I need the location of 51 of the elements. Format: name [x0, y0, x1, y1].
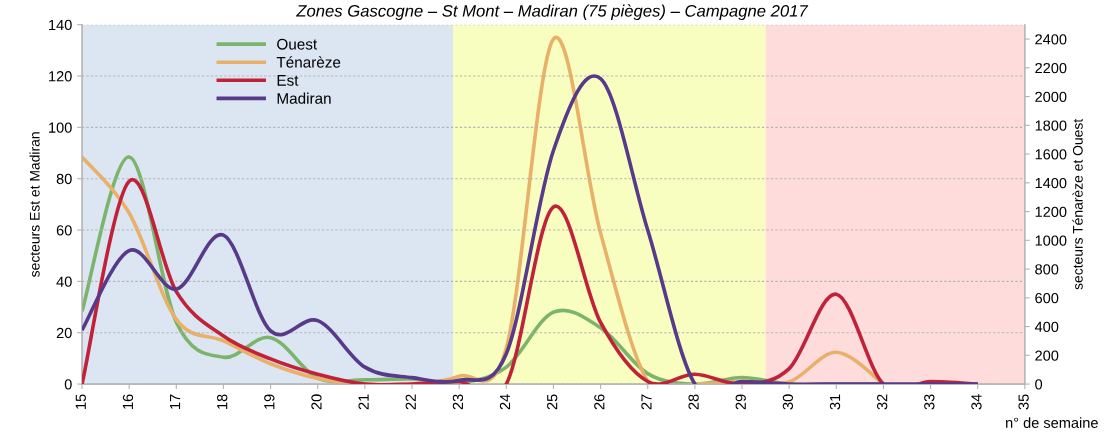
line-series: [82, 76, 980, 385]
legend-label: Ténarèze: [276, 56, 341, 68]
y2-tick-label: 0: [1035, 379, 1043, 390]
y2-tick-label: 2200: [1035, 62, 1067, 74]
y2-tick-label: 600: [1035, 292, 1059, 304]
x-tick-label: 19: [264, 394, 275, 409]
x-tick-label: 28: [688, 394, 699, 410]
y-tick-label: 40: [56, 276, 72, 287]
y-tick-label: 100: [49, 122, 72, 133]
x-tick-label: 15: [75, 394, 86, 409]
y2-tick-label: 1400: [1035, 177, 1067, 189]
chart-title: Zones Gascogne – St Mont – Madiran (75 pièges) – Campagne 2017: [295, 4, 809, 21]
legend-label: Madiran: [277, 92, 331, 104]
y-tick-label: 0: [64, 379, 72, 390]
y2-tick-label: 1600: [1035, 149, 1067, 160]
x-tick-label: 29: [735, 394, 746, 410]
x-tick-label: 20: [311, 394, 322, 410]
legend-label: Ouest: [277, 38, 318, 50]
x-tick-label: 27: [641, 394, 652, 410]
y2-tick-label: 1800: [1035, 120, 1067, 131]
x-tick-label: 16: [122, 394, 134, 409]
x-tick-label: 26: [594, 394, 605, 410]
y2-tick-label: 2000: [1035, 91, 1067, 102]
legend-label: Est: [277, 75, 299, 86]
y-tick-label: 140: [49, 19, 72, 31]
y2-tick-label: 400: [1034, 321, 1059, 332]
x-tick-label: 21: [358, 394, 369, 410]
x-tick-label: 25: [547, 394, 558, 410]
x-tick-label: 30: [782, 394, 794, 410]
x-tick-label: 33: [924, 394, 935, 410]
y2-tick-label: 2400: [1035, 34, 1067, 45]
y2-tick-label: 800: [1035, 264, 1059, 275]
x-tick-label: 22: [405, 394, 416, 410]
y-tick-label: 80: [56, 173, 72, 185]
x-tick-label: 32: [877, 394, 888, 410]
x-tick-label: 17: [170, 394, 181, 409]
y2-tick-label: 1000: [1035, 235, 1067, 246]
y-tick-label: 60: [56, 225, 72, 236]
y-tick-label: 20: [56, 327, 72, 339]
x-tick-label: 31: [829, 394, 841, 410]
x-tick-label: 34: [971, 394, 982, 410]
y2-tick-label: 200: [1035, 350, 1059, 361]
x-tick-label: 24: [499, 394, 511, 410]
x-tick-label: 23: [452, 394, 464, 410]
y2-tick-label: 1200: [1035, 206, 1067, 217]
y-tick-label: 120: [49, 71, 72, 82]
x-tick-label: 35: [1018, 394, 1029, 410]
x-axis-title: n° de semaine: [1006, 417, 1098, 428]
y2-axis-title: secteurs Ténarèze et Ouest: [1072, 118, 1083, 290]
x-tick-label: 18: [217, 394, 228, 409]
y-axis-title: secteurs Est et Madiran: [29, 132, 40, 277]
